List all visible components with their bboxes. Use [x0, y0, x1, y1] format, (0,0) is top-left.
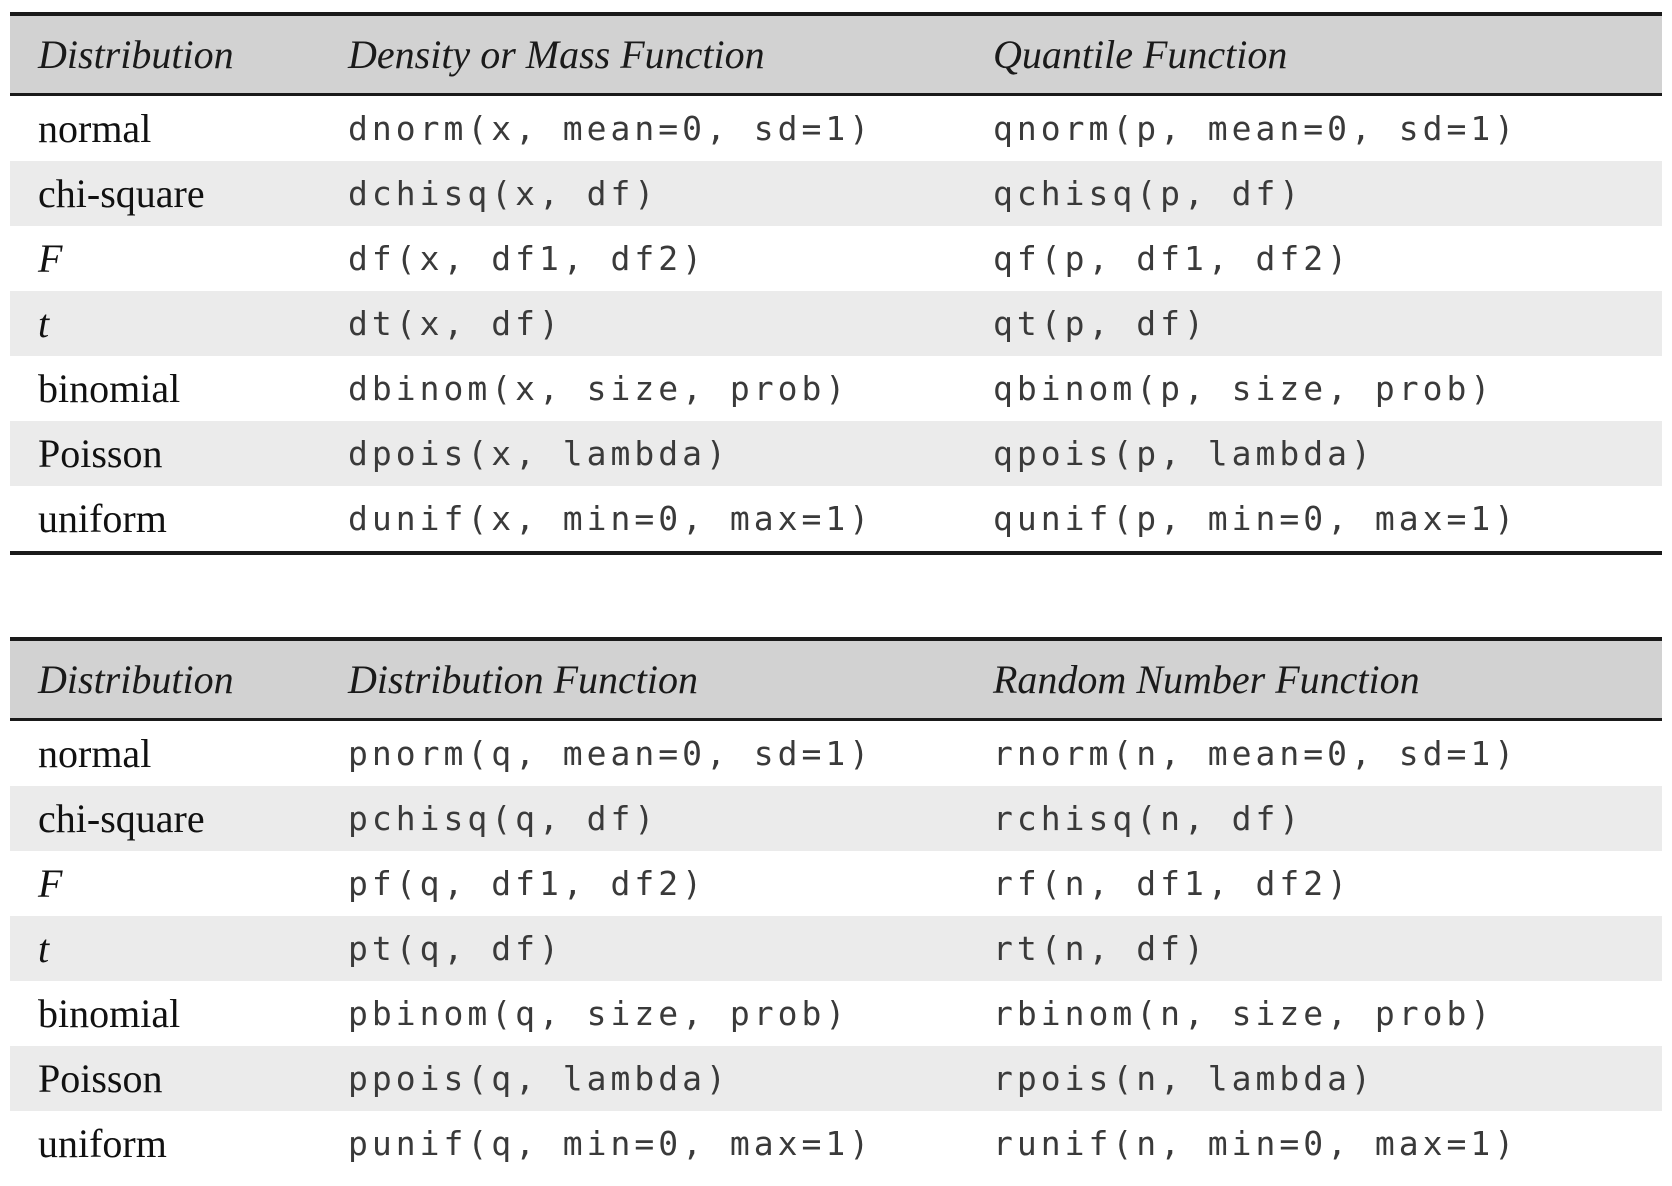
distribution-name: uniform: [38, 1121, 167, 1166]
table2-col-header-random-number-function: Random Number Function: [993, 657, 1420, 702]
table-row: binomial dbinom(x, size, prob) qbinom(p,…: [10, 356, 1662, 421]
table2-col-header-distribution: Distribution: [38, 657, 234, 702]
table-row: F df(x, df1, df2) qf(p, df1, df2): [10, 226, 1662, 291]
random-number-function-call: rnorm(n, mean=0, sd=1): [993, 734, 1519, 773]
table-row: chi-square dchisq(x, df) qchisq(p, df): [10, 161, 1662, 226]
table2-header-row: Distribution Distribution Function Rando…: [10, 639, 1662, 720]
distribution-name: normal: [38, 731, 152, 776]
table1-col-header-quantile-function: Quantile Function: [993, 32, 1288, 77]
distribution-function-call: pf(q, df1, df2): [348, 864, 707, 903]
quantile-function-call: qunif(p, min=0, max=1): [993, 499, 1519, 538]
distribution-name: binomial: [38, 366, 181, 411]
random-number-function-call: runif(n, min=0, max=1): [993, 1124, 1519, 1163]
density-function-call: df(x, df1, df2): [348, 239, 707, 278]
density-function-call: dchisq(x, df): [348, 174, 659, 213]
random-number-function-call: rf(n, df1, df2): [993, 864, 1352, 903]
distribution-name: Poisson: [38, 431, 163, 476]
distribution-function-call: pbinom(q, size, prob): [348, 994, 850, 1033]
quantile-function-call: qbinom(p, size, prob): [993, 369, 1495, 408]
quantile-function-call: qnorm(p, mean=0, sd=1): [993, 109, 1519, 148]
quantile-function-call: qf(p, df1, df2): [993, 239, 1352, 278]
quantile-function-call: qt(p, df): [993, 304, 1208, 343]
random-number-function-call: rt(n, df): [993, 929, 1208, 968]
distribution-name: F: [38, 861, 63, 906]
quantile-function-call: qpois(p, lambda): [993, 434, 1375, 473]
table-row: chi-square pchisq(q, df) rchisq(n, df): [10, 786, 1662, 851]
table-row: uniform dunif(x, min=0, max=1) qunif(p, …: [10, 486, 1662, 553]
distribution-function-call: pchisq(q, df): [348, 799, 659, 838]
distribution-random-table: Distribution Distribution Function Rando…: [10, 637, 1662, 1176]
distribution-name: normal: [38, 106, 152, 151]
distribution-name: Poisson: [38, 1056, 163, 1101]
table-row: Poisson dpois(x, lambda) qpois(p, lambda…: [10, 421, 1662, 486]
density-function-call: dbinom(x, size, prob): [348, 369, 850, 408]
table1-header-row: Distribution Density or Mass Function Qu…: [10, 14, 1662, 95]
distribution-name: F: [38, 236, 63, 281]
density-function-call: dunif(x, min=0, max=1): [348, 499, 874, 538]
distribution-name: chi-square: [38, 171, 205, 216]
distribution-function-call: ppois(q, lambda): [348, 1059, 730, 1098]
distribution-name: uniform: [38, 496, 167, 541]
distribution-function-call: pt(q, df): [348, 929, 563, 968]
distribution-name: chi-square: [38, 796, 205, 841]
table-row: t dt(x, df) qt(p, df): [10, 291, 1662, 356]
table-row: t pt(q, df) rt(n, df): [10, 916, 1662, 981]
table-row: Poisson ppois(q, lambda) rpois(n, lambda…: [10, 1046, 1662, 1111]
random-number-function-call: rbinom(n, size, prob): [993, 994, 1495, 1033]
table1-col-header-distribution: Distribution: [38, 32, 234, 77]
random-number-function-call: rpois(n, lambda): [993, 1059, 1375, 1098]
distribution-name: t: [38, 301, 50, 346]
table-row: binomial pbinom(q, size, prob) rbinom(n,…: [10, 981, 1662, 1046]
density-function-call: dpois(x, lambda): [348, 434, 730, 473]
distribution-function-call: punif(q, min=0, max=1): [348, 1124, 874, 1163]
distribution-name: t: [38, 926, 50, 971]
table-row: uniform punif(q, min=0, max=1) runif(n, …: [10, 1111, 1662, 1176]
distribution-name: binomial: [38, 991, 181, 1036]
quantile-function-call: qchisq(p, df): [993, 174, 1304, 213]
table1-col-header-density-or-mass-function: Density or Mass Function: [348, 32, 765, 77]
density-function-call: dnorm(x, mean=0, sd=1): [348, 109, 874, 148]
density-function-call: dt(x, df): [348, 304, 563, 343]
density-quantile-table: Distribution Density or Mass Function Qu…: [10, 12, 1662, 555]
table-row: F pf(q, df1, df2) rf(n, df1, df2): [10, 851, 1662, 916]
table-row: normal dnorm(x, mean=0, sd=1) qnorm(p, m…: [10, 95, 1662, 162]
random-number-function-call: rchisq(n, df): [993, 799, 1304, 838]
table2-col-header-distribution-function: Distribution Function: [348, 657, 698, 702]
table-row: normal pnorm(q, mean=0, sd=1) rnorm(n, m…: [10, 720, 1662, 787]
distribution-function-call: pnorm(q, mean=0, sd=1): [348, 734, 874, 773]
